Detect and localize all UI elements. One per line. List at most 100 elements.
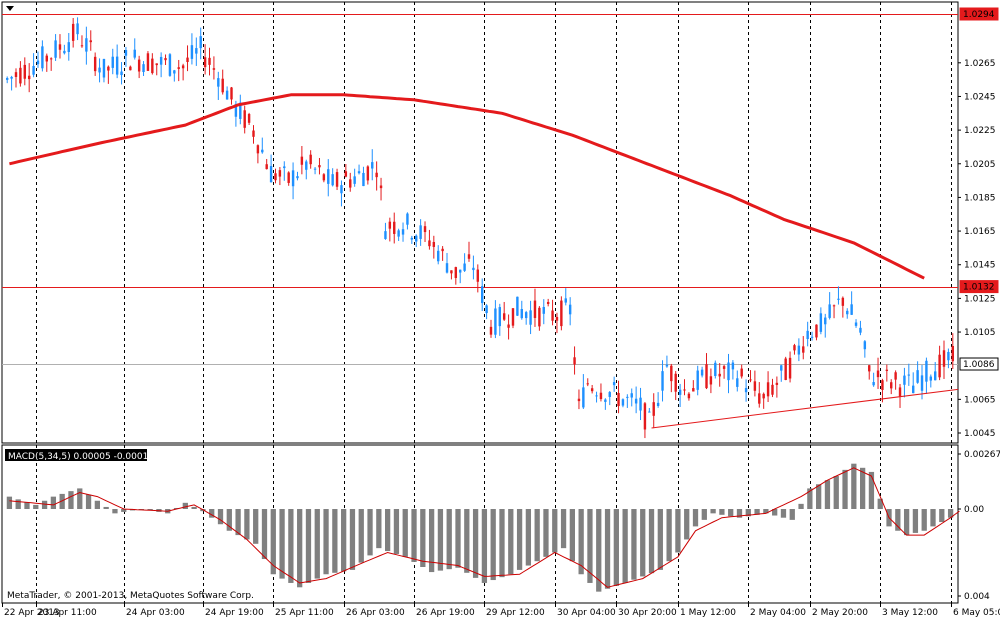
candle-body[interactable] [582,387,585,408]
candle-body[interactable] [524,312,528,319]
candle-body[interactable] [766,382,770,397]
candle-body[interactable] [331,174,334,186]
candle-body[interactable] [107,66,110,71]
candle-body[interactable] [384,231,387,239]
candle-body[interactable] [846,310,849,315]
candle-body[interactable] [780,365,783,371]
candle-body[interactable] [454,267,458,278]
candle-body[interactable] [859,327,862,333]
candle-body[interactable] [212,68,216,70]
candle-body[interactable] [203,57,207,68]
candle-body[interactable] [885,369,889,372]
candle-body[interactable] [98,67,101,73]
candle-body[interactable] [93,56,97,72]
candle-body[interactable] [731,362,735,370]
candle-body[interactable] [819,313,823,332]
candle-body[interactable] [190,45,194,59]
candle-body[interactable] [71,23,75,41]
candle-body[interactable] [494,308,497,335]
candle-body[interactable] [824,317,827,325]
candle-body[interactable] [327,169,330,184]
candle-body[interactable] [709,376,713,385]
candle-body[interactable] [357,171,361,174]
candle-body[interactable] [727,362,730,381]
candle-body[interactable] [305,161,308,170]
candle-body[interactable] [714,362,717,377]
candle-body[interactable] [344,171,348,177]
candle-body[interactable] [916,370,919,383]
candle-body[interactable] [696,370,699,390]
candle-body[interactable] [415,235,418,242]
candle-body[interactable] [802,346,805,353]
candle-body[interactable] [533,300,537,318]
candle-body[interactable] [661,371,664,391]
candle-body[interactable] [837,298,840,300]
candle-body[interactable] [423,226,427,233]
candle-body[interactable] [463,263,466,271]
candle-body[interactable] [551,310,554,321]
candle-body[interactable] [379,185,383,189]
candle-body[interactable] [388,221,392,229]
candle-body[interactable] [832,305,836,307]
candle-body[interactable] [612,382,616,386]
candle-body[interactable] [876,370,880,378]
candle-body[interactable] [41,46,44,69]
candle-body[interactable] [129,66,132,71]
candle-body[interactable] [942,350,946,367]
candle-body[interactable] [758,393,761,404]
candle-body[interactable] [511,308,515,326]
candle-body[interactable] [718,373,721,377]
candle-body[interactable] [89,40,92,43]
candle-body[interactable] [502,313,506,320]
candle-body[interactable] [230,87,233,100]
candle-body[interactable] [397,230,400,237]
candle-body[interactable] [498,307,502,327]
candle-body[interactable] [472,267,475,271]
candle-body[interactable] [159,56,163,65]
candle-body[interactable] [340,185,343,194]
candle-body[interactable] [894,372,897,380]
candle-body[interactable] [353,176,356,184]
candle-body[interactable] [115,56,119,75]
candle-body[interactable] [951,346,955,362]
candle-body[interactable] [450,270,453,274]
candle-body[interactable] [265,164,268,170]
candle-body[interactable] [762,393,765,399]
candle-body[interactable] [546,301,550,304]
candle-body[interactable] [573,357,576,365]
candle-body[interactable] [278,170,282,177]
candle-body[interactable] [432,241,436,247]
candle-body[interactable] [239,102,242,119]
candle-body[interactable] [700,369,704,376]
candle-body[interactable] [568,304,572,315]
candle-body[interactable] [705,364,708,389]
candle-body[interactable] [19,67,22,84]
candle-body[interactable] [604,399,607,402]
candle-body[interactable] [639,397,642,411]
candle-body[interactable] [854,322,858,326]
candle-body[interactable] [560,300,563,327]
candle-body[interactable] [291,170,295,187]
candle-body[interactable] [322,174,326,181]
macd-pane[interactable]: 0.00267 0.00 0.004 [1,444,1000,604]
candle-body[interactable] [80,45,84,47]
candle-body[interactable] [32,65,35,75]
candle-body[interactable] [621,399,625,406]
candle-body[interactable] [744,387,748,393]
candle-body[interactable] [300,156,304,165]
candle-body[interactable] [907,374,911,376]
candle-body[interactable] [14,72,18,77]
price-pane[interactable]: 1.0294 1.0265 1.0245 1.0225 1.0205 1.0185 1.01… [1,1,999,444]
candle-body[interactable] [419,225,422,239]
candle-body[interactable] [736,378,739,387]
candle-body[interactable] [133,49,136,58]
candle-body[interactable] [898,387,902,397]
candle-body[interactable] [872,382,875,386]
candle-body[interactable] [164,58,167,61]
candle-body[interactable] [142,64,145,73]
candle-body[interactable] [151,58,154,74]
candle-body[interactable] [155,63,158,66]
candle-body[interactable] [890,382,893,389]
candle-body[interactable] [810,336,814,338]
